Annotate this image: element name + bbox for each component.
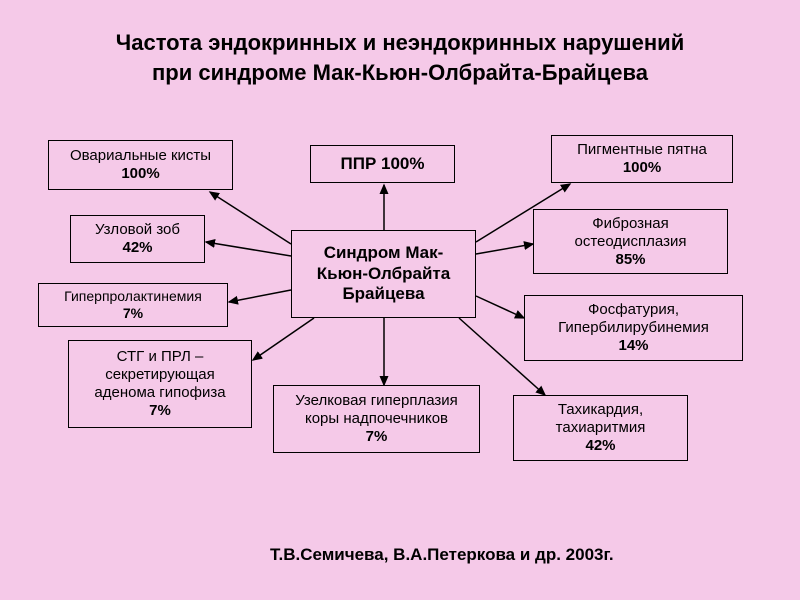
center-line-1: Синдром Мак- [324, 243, 444, 263]
node-stg: СТГ и ПРЛ –секретирующаяаденома гипофиза… [68, 340, 252, 428]
node-line: 42% [122, 239, 152, 257]
node-adrenal: Узелковая гиперплазиякоры надпочечников7… [273, 385, 480, 453]
node-line: 14% [618, 337, 648, 355]
center-node: Синдром Мак- Кьюн-Олбрайта Брайцева [291, 230, 476, 318]
node-pigment: Пигментные пятна100% [551, 135, 733, 183]
node-line: Фосфатурия, [588, 301, 679, 319]
title-line-2: при синдроме Мак-Кьюн-Олбрайта-Брайцева [152, 60, 648, 85]
node-line: секретирующая [105, 366, 215, 384]
node-line: 7% [123, 305, 143, 322]
node-goiter: Узловой зоб42% [70, 215, 205, 263]
node-line: 7% [366, 428, 388, 446]
node-hyperprl: Гиперпролактинемия7% [38, 283, 228, 327]
node-line: 42% [585, 437, 615, 455]
title-line-1: Частота эндокринных и неэндокринных нару… [116, 30, 684, 55]
node-fibrous: Фибрознаяостеодисплазия85% [533, 209, 728, 274]
center-line-3: Брайцева [342, 284, 424, 304]
node-line: 85% [615, 251, 645, 269]
node-line: 7% [149, 402, 171, 420]
node-line: коры надпочечников [305, 410, 448, 428]
node-line: 100% [623, 159, 661, 177]
node-line: Тахикардия, [558, 401, 643, 419]
node-line: Гипербилирубинемия [558, 319, 709, 337]
citation: Т.В.Семичева, В.А.Петеркова и др. 2003г. [270, 545, 614, 565]
node-line: Овариальные кисты [70, 147, 211, 165]
center-line-2: Кьюн-Олбрайта [317, 264, 450, 284]
node-line: 100% [121, 165, 159, 183]
node-line: тахиаритмия [556, 419, 646, 437]
node-line: аденома гипофиза [94, 384, 225, 402]
node-line: Фиброзная [592, 215, 669, 233]
node-ppr: ППР 100% [310, 145, 455, 183]
node-ovarian: Овариальные кисты100% [48, 140, 233, 190]
node-line: СТГ и ПРЛ – [117, 348, 204, 366]
node-line: остеодисплазия [575, 233, 687, 251]
node-tachy: Тахикардия,тахиаритмия42% [513, 395, 688, 461]
node-line: ППР 100% [341, 154, 425, 174]
node-phosph: Фосфатурия,Гипербилирубинемия14% [524, 295, 743, 361]
page-title: Частота эндокринных и неэндокринных нару… [0, 28, 800, 87]
node-line: Гиперпролактинемия [64, 288, 202, 305]
node-line: Узелковая гиперплазия [295, 392, 458, 410]
node-line: Узловой зоб [95, 221, 180, 239]
node-line: Пигментные пятна [577, 141, 707, 159]
